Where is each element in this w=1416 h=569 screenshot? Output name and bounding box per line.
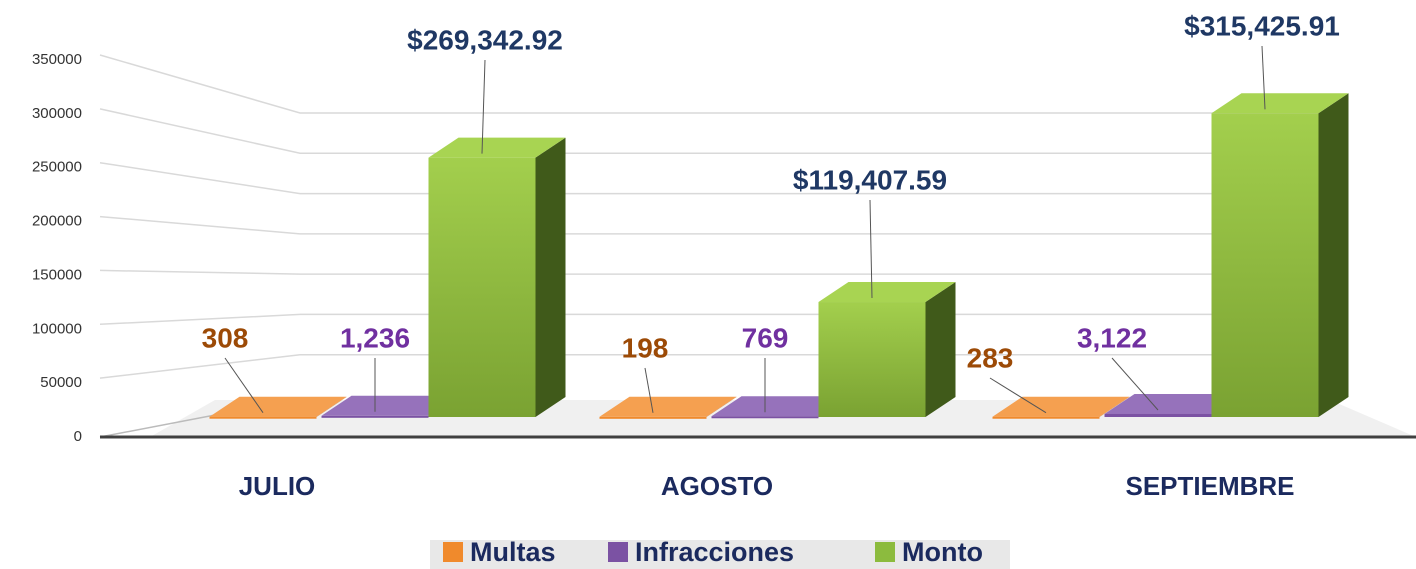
bar bbox=[818, 302, 926, 417]
bar bbox=[209, 416, 317, 419]
y-tick-label: 100000 bbox=[32, 320, 82, 337]
y-tick-label: 150000 bbox=[32, 266, 82, 283]
bar-top bbox=[599, 396, 737, 417]
leader-line bbox=[481, 59, 486, 154]
data-label: 769 bbox=[742, 322, 789, 353]
bar-top bbox=[992, 396, 1130, 417]
y-tick-label: 200000 bbox=[32, 213, 82, 230]
bar bbox=[992, 416, 1100, 419]
legend-label: Monto bbox=[902, 537, 983, 567]
x-tick-label: AGOSTO bbox=[661, 471, 773, 501]
legend-swatch bbox=[443, 542, 463, 562]
grid-line bbox=[99, 353, 1330, 379]
bar-side bbox=[706, 396, 737, 417]
leader-line bbox=[644, 367, 654, 413]
grid-line bbox=[99, 54, 1330, 114]
data-label: $119,407.59 bbox=[793, 164, 947, 195]
bar-side bbox=[316, 396, 347, 417]
data-label: $315,425.91 bbox=[1184, 10, 1340, 41]
leader-line bbox=[869, 199, 873, 299]
bar bbox=[711, 416, 819, 419]
leader-line bbox=[1111, 357, 1159, 411]
data-label: $269,342.92 bbox=[407, 24, 563, 55]
x-tick-label: JULIO bbox=[239, 471, 316, 501]
legend-label: Multas bbox=[470, 537, 556, 567]
data-label: 198 bbox=[622, 332, 669, 363]
x-tick-label: SEPTIEMBRE bbox=[1125, 471, 1294, 501]
bar bbox=[428, 157, 536, 417]
bar-top bbox=[321, 395, 459, 416]
legend-box bbox=[430, 540, 1010, 569]
leader-line bbox=[989, 377, 1047, 414]
bar-top bbox=[1104, 393, 1242, 414]
legend-label: Infracciones bbox=[635, 537, 794, 567]
y-tick-label: 300000 bbox=[32, 105, 82, 122]
data-label: 1,236 bbox=[340, 322, 410, 353]
data-label: 308 bbox=[202, 322, 249, 353]
bar-side bbox=[535, 137, 566, 417]
bar-side bbox=[1318, 93, 1349, 417]
bar-top bbox=[818, 282, 956, 303]
y-tick-label: 50000 bbox=[40, 374, 82, 391]
bar-top bbox=[1211, 93, 1349, 114]
grid-line bbox=[99, 108, 1330, 155]
legend-swatch bbox=[608, 542, 628, 562]
bar bbox=[1104, 413, 1212, 417]
data-label: 3,122 bbox=[1077, 322, 1147, 353]
bar-side bbox=[1099, 396, 1130, 417]
x-axis bbox=[99, 414, 216, 438]
bar-top bbox=[209, 396, 347, 417]
y-tick-label: 0 bbox=[74, 428, 82, 445]
grid-line bbox=[99, 215, 1330, 235]
bar bbox=[321, 415, 429, 418]
leader-line bbox=[224, 357, 264, 413]
bar-top bbox=[711, 396, 849, 417]
bar-side bbox=[925, 282, 956, 417]
grid-line bbox=[99, 313, 1330, 326]
y-tick-label: 350000 bbox=[32, 51, 82, 68]
grid-line bbox=[99, 269, 1330, 275]
bar-top bbox=[428, 137, 566, 158]
bar bbox=[1211, 113, 1319, 417]
leader-line bbox=[1261, 45, 1266, 110]
grid-line bbox=[99, 161, 1330, 195]
y-tick-label: 250000 bbox=[32, 159, 82, 176]
data-label: 283 bbox=[967, 342, 1014, 373]
legend-swatch bbox=[875, 542, 895, 562]
bar bbox=[599, 416, 707, 419]
